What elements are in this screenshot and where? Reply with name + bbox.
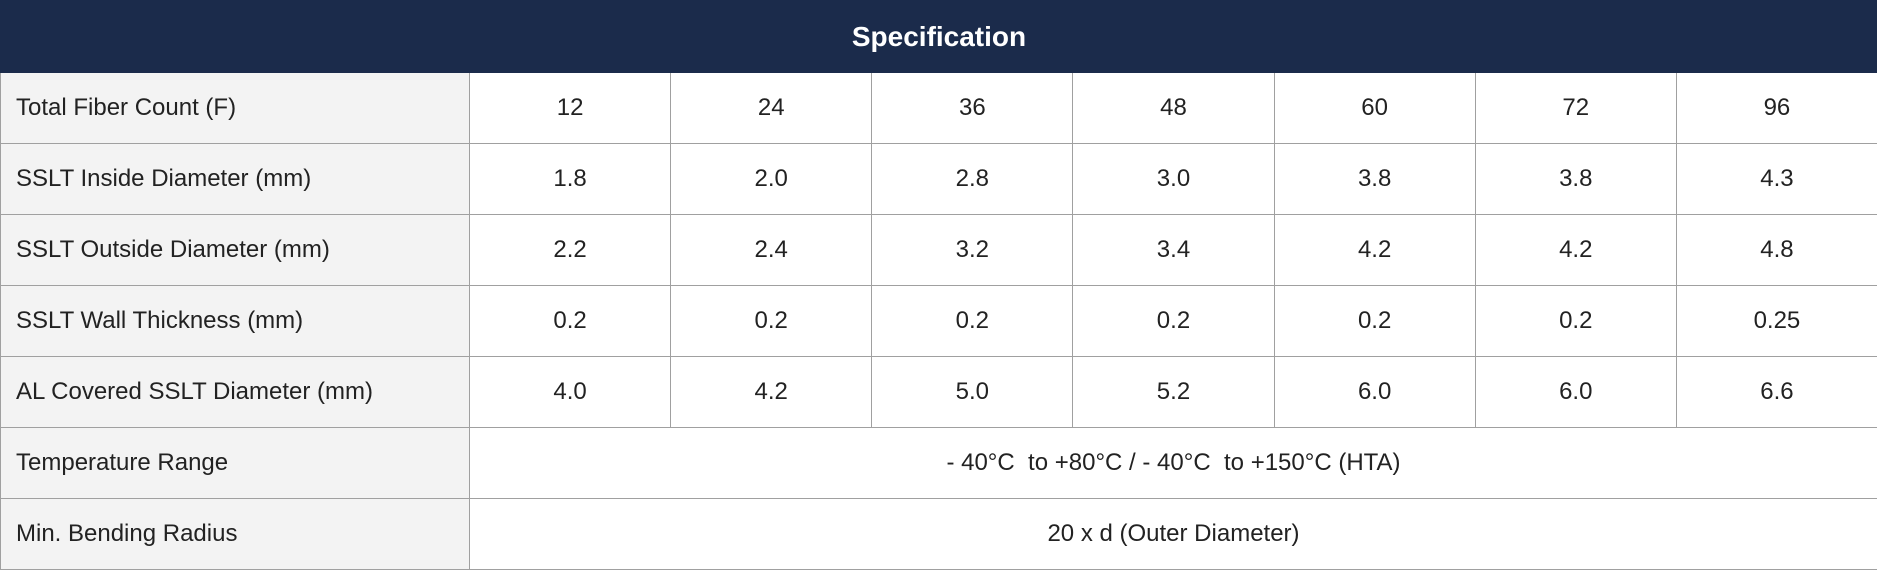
table-cell: 6.0 — [1475, 357, 1676, 428]
table-cell: 2.0 — [671, 144, 872, 215]
row-label: Temperature Range — [1, 428, 470, 499]
table-cell: 96 — [1676, 73, 1877, 144]
table-row: Temperature Range- 40°C to +80°C / - 40°… — [1, 428, 1877, 499]
row-label: SSLT Outside Diameter (mm) — [1, 215, 470, 286]
table-cell: - 40°C to +80°C / - 40°C to +150°C (HTA) — [470, 428, 1877, 499]
table-cell: 2.8 — [872, 144, 1073, 215]
table-cell: 4.0 — [470, 357, 671, 428]
table-cell: 0.25 — [1676, 286, 1877, 357]
table-cell: 3.8 — [1274, 144, 1475, 215]
table-cell: 3.0 — [1073, 144, 1274, 215]
row-label: SSLT Wall Thickness (mm) — [1, 286, 470, 357]
table-cell: 0.2 — [872, 286, 1073, 357]
table-cell: 6.0 — [1274, 357, 1475, 428]
table-cell: 12 — [470, 73, 671, 144]
row-label: Min. Bending Radius — [1, 499, 470, 570]
table-cell: 48 — [1073, 73, 1274, 144]
table-cell: 24 — [671, 73, 872, 144]
table-cell: 1.8 — [470, 144, 671, 215]
table-cell: 3.8 — [1475, 144, 1676, 215]
table-cell: 36 — [872, 73, 1073, 144]
table-cell: 20 x d (Outer Diameter) — [470, 499, 1877, 570]
table-cell: 72 — [1475, 73, 1676, 144]
table-cell: 0.2 — [470, 286, 671, 357]
table-cell: 4.2 — [1475, 215, 1676, 286]
table-cell: 5.0 — [872, 357, 1073, 428]
table-cell: 60 — [1274, 73, 1475, 144]
table-cell: 4.3 — [1676, 144, 1877, 215]
table-cell: 3.2 — [872, 215, 1073, 286]
table-cell: 2.2 — [470, 215, 671, 286]
table-title: Specification — [1, 1, 1877, 73]
table-cell: 2.4 — [671, 215, 872, 286]
table-cell: 0.2 — [1274, 286, 1475, 357]
table-cell: 4.2 — [1274, 215, 1475, 286]
table-cell: 0.2 — [1475, 286, 1676, 357]
row-label: Total Fiber Count (F) — [1, 73, 470, 144]
table-cell: 0.2 — [671, 286, 872, 357]
header-row: Specification — [1, 1, 1877, 73]
table-cell: 4.8 — [1676, 215, 1877, 286]
table-cell: 3.4 — [1073, 215, 1274, 286]
row-label: SSLT Inside Diameter (mm) — [1, 144, 470, 215]
table-cell: 6.6 — [1676, 357, 1877, 428]
table-cell: 4.2 — [671, 357, 872, 428]
row-label: AL Covered SSLT Diameter (mm) — [1, 357, 470, 428]
table-cell: 5.2 — [1073, 357, 1274, 428]
table-cell: 0.2 — [1073, 286, 1274, 357]
